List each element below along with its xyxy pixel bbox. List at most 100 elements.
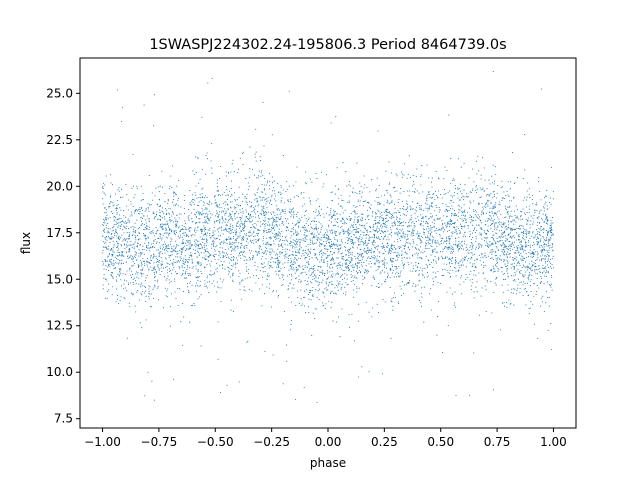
data-point [246, 218, 248, 220]
data-point [304, 265, 306, 267]
data-point [234, 218, 236, 220]
data-point [104, 222, 106, 224]
data-point [322, 236, 324, 238]
data-point [196, 261, 198, 263]
data-point [248, 177, 250, 179]
data-point [129, 282, 132, 284]
data-point [413, 223, 415, 225]
data-point [384, 258, 386, 260]
data-point [305, 256, 307, 258]
data-point [174, 234, 176, 236]
data-point [521, 258, 523, 260]
data-point [170, 208, 172, 210]
data-point [272, 261, 274, 263]
data-point [508, 206, 510, 208]
data-point [352, 269, 355, 271]
data-point [253, 235, 255, 238]
data-point [442, 227, 444, 229]
data-point [373, 277, 375, 279]
data-point [174, 291, 176, 293]
data-point [476, 259, 478, 261]
data-point [297, 232, 299, 235]
data-point [177, 287, 179, 289]
data-point [105, 265, 107, 267]
data-point [213, 241, 215, 243]
data-point [484, 252, 486, 254]
data-point [326, 229, 328, 231]
data-point [322, 272, 324, 274]
data-point [501, 284, 503, 286]
data-point [105, 260, 107, 262]
data-point [494, 166, 496, 168]
data-point [123, 283, 125, 285]
data-point [528, 208, 530, 210]
data-point [455, 275, 457, 277]
data-point [187, 241, 189, 243]
data-point [479, 216, 481, 218]
data-point [539, 268, 541, 270]
data-point [185, 227, 187, 229]
data-point [537, 231, 539, 233]
data-point [490, 227, 492, 229]
data-point [219, 247, 221, 249]
data-point [517, 252, 519, 254]
data-point [430, 212, 432, 215]
data-point [525, 271, 527, 273]
data-point [447, 236, 449, 238]
data-point [533, 214, 535, 217]
data-point [539, 228, 541, 230]
data-point [537, 257, 539, 259]
data-point [448, 246, 450, 248]
data-point [403, 263, 405, 265]
data-point [219, 222, 221, 224]
data-point [197, 240, 199, 242]
data-point [284, 310, 286, 312]
data-point [300, 219, 302, 221]
data-point [374, 263, 376, 265]
data-point [265, 223, 267, 225]
data-point [254, 235, 256, 237]
data-point [255, 194, 257, 196]
data-point [181, 236, 184, 238]
data-point [280, 218, 282, 220]
data-point [543, 241, 545, 243]
data-point [117, 259, 119, 261]
data-point [432, 284, 434, 286]
data-point [269, 238, 271, 240]
data-point [300, 304, 302, 307]
data-point [538, 265, 540, 267]
data-point [497, 222, 500, 224]
data-point [409, 177, 412, 179]
data-point [281, 197, 283, 199]
data-point [214, 238, 216, 240]
data-point [399, 214, 402, 216]
data-point [104, 297, 106, 299]
data-point [103, 222, 105, 224]
data-point [181, 274, 183, 276]
data-point [355, 223, 357, 225]
data-point [328, 284, 330, 286]
data-point [334, 292, 337, 294]
data-point [226, 224, 228, 227]
data-point [163, 276, 166, 278]
data-point [230, 216, 232, 218]
data-point [475, 286, 477, 288]
data-point [350, 241, 352, 243]
data-point [332, 283, 334, 285]
data-point [462, 219, 464, 221]
data-point [246, 237, 248, 239]
data-point [525, 206, 528, 208]
data-point [545, 243, 547, 246]
data-point [186, 244, 188, 246]
data-point [330, 276, 332, 278]
data-point [552, 267, 554, 269]
data-point [456, 193, 458, 195]
data-point [449, 239, 451, 241]
data-point [127, 251, 129, 253]
data-point [409, 209, 412, 211]
data-point [269, 244, 271, 246]
data-point [258, 246, 260, 248]
data-point [271, 176, 273, 178]
data-point [289, 329, 291, 331]
data-point [315, 226, 317, 228]
